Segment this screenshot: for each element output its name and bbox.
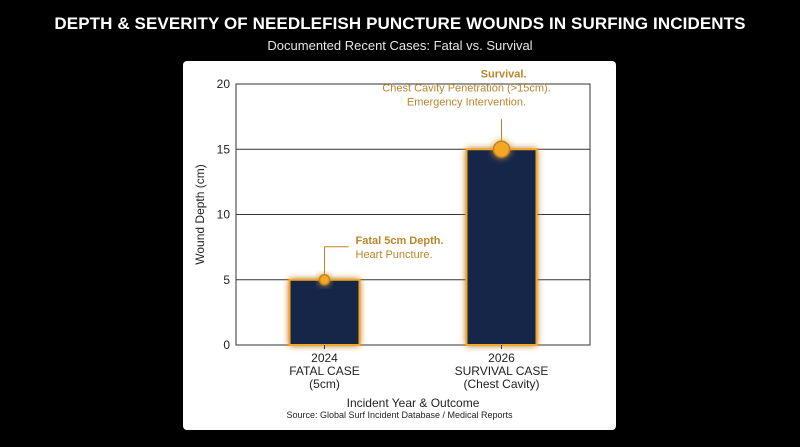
annotation-marker (318, 274, 331, 286)
y-tick-label: 5 (223, 273, 230, 287)
annotation-leader (324, 246, 349, 275)
y-axis-label: Wound Depth (cm) (193, 164, 207, 264)
bar (288, 278, 361, 346)
x-tick-label: 2024 FATAL CASE (5cm) (289, 351, 359, 391)
annotation-marker (492, 140, 511, 158)
chart-source: Source: Global Surf Incident Database / … (286, 410, 513, 420)
y-tick-label: 20 (217, 77, 231, 91)
x-axis-label: Incident Year & Outcome (347, 396, 480, 410)
annotation-text: Fatal 5cm Depth. Heart Puncture. (356, 235, 444, 261)
chart-title: DEPTH & SEVERITY OF NEEDLEFISH PUNCTURE … (54, 14, 746, 33)
y-tick-label: 15 (217, 142, 231, 156)
x-tick-label: 2026 SURVIVAL CASE (Chest Cavity) (455, 351, 549, 391)
y-tick-label: 10 (217, 208, 231, 222)
chart-card: 0 5 10 15 20 2024 FATAL CASE (5cm) 2026 SURVIVAL … (183, 61, 616, 430)
chart-subtitle: Documented Recent Cases: Fatal vs. Survi… (267, 38, 533, 53)
bar-chart: 0 5 10 15 20 2024 FATAL CASE (5cm) 2026 SURVIVAL … (193, 68, 591, 410)
bar (465, 148, 538, 346)
plot-frame (235, 83, 591, 346)
y-tick-label: 0 (223, 338, 230, 352)
annotation-text: Survival. Chest Cavity Penetration (>15cm… (382, 68, 550, 108)
